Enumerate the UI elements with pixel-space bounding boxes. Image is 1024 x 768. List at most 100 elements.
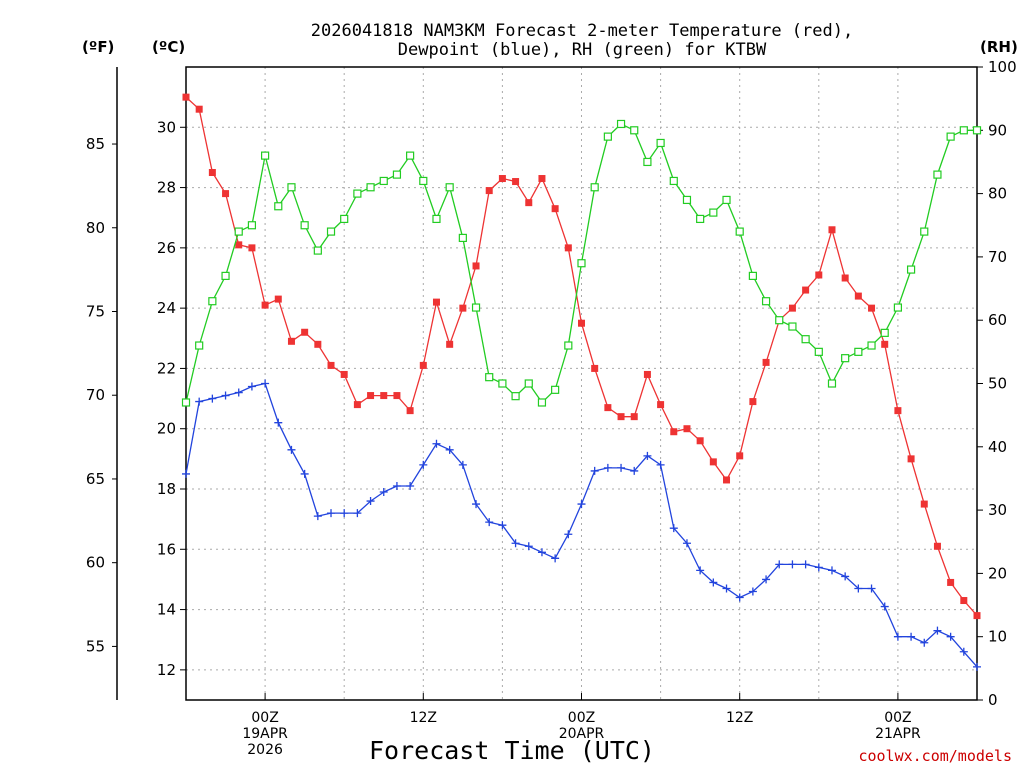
rh-point	[920, 227, 929, 236]
dewpoint-point	[880, 602, 889, 611]
dewpoint-point	[933, 626, 942, 635]
temperature-point	[182, 93, 190, 101]
rh-point	[419, 176, 428, 186]
rh-point	[775, 316, 784, 325]
dewpoint-point	[959, 647, 968, 656]
rh-point	[564, 341, 573, 350]
temperature-point	[788, 304, 796, 312]
dewpoint-point	[208, 394, 217, 403]
temperature-point	[815, 271, 823, 279]
temperature-point	[248, 244, 256, 252]
celsius-tick-label: 22	[157, 359, 176, 377]
celsius-tick-label: 28	[157, 179, 176, 197]
rh-point	[274, 202, 283, 211]
celsius-tick-label: 12	[157, 661, 176, 679]
rh-point	[353, 189, 362, 198]
dewpoint-point	[274, 418, 283, 427]
temperature-point	[709, 458, 717, 466]
temperature-point	[512, 178, 520, 186]
rh-point	[471, 303, 481, 312]
dewpoint-line	[185, 382, 978, 668]
dewpoint-point	[287, 445, 296, 454]
temperature-point	[208, 169, 216, 176]
dewpoint-point	[366, 497, 375, 506]
rh-point	[906, 265, 916, 274]
dewpoint-point	[669, 524, 678, 533]
x-tick-label: 12Z	[726, 710, 753, 726]
dewpoint-point	[379, 488, 388, 497]
rh-point	[485, 373, 494, 382]
temperature-point	[578, 319, 585, 327]
x-axis-label: Forecast Time (UTC)	[369, 736, 655, 765]
temperature-point	[327, 361, 335, 369]
dewpoint-point	[696, 566, 705, 575]
celsius-tick-label: 16	[157, 540, 176, 558]
temperature-point	[195, 105, 203, 113]
dewpoint-point	[313, 512, 322, 521]
dewpoint-point	[551, 554, 560, 563]
dewpoint-point	[221, 391, 230, 400]
dewpoint-point	[537, 548, 546, 557]
dewpoint-point	[300, 469, 309, 478]
dewpoint-point	[432, 439, 441, 448]
temperature-point	[485, 187, 493, 195]
dewpoint-point	[261, 379, 270, 388]
fahrenheit-tick-label: 85	[86, 135, 105, 153]
dewpoint-point	[643, 451, 652, 460]
fahrenheit-tick-label: 55	[86, 637, 105, 655]
temperature-point	[446, 340, 454, 348]
temperature-point	[406, 407, 414, 415]
dewpoint-point	[854, 584, 863, 593]
credit-text: coolwx.com/models	[858, 747, 1012, 765]
rh-point	[247, 221, 257, 230]
fahrenheit-tick-label: 65	[86, 470, 105, 488]
rh-point	[498, 379, 507, 388]
dewpoint-point	[775, 560, 784, 569]
celsius-tick-label: 26	[157, 239, 176, 257]
temperature-point	[749, 398, 757, 406]
rh-point	[854, 347, 863, 356]
x-tick-label: 21APR	[875, 726, 921, 742]
chart-title-line1: 2026041818 NAM3KM Forecast 2-meter Tempe…	[311, 21, 853, 41]
rh-point	[643, 157, 652, 167]
celsius-tick-label: 24	[157, 299, 176, 317]
temperature-point	[367, 392, 375, 400]
dewpoint-point	[973, 662, 981, 671]
temperature-point	[274, 295, 282, 303]
temperature-point	[657, 401, 665, 409]
temperature-point	[222, 190, 230, 198]
dewpoint-point	[920, 638, 929, 647]
dewpoint-point	[814, 563, 823, 572]
temperature-point	[736, 452, 744, 460]
rh-tick-label: 100	[988, 58, 1017, 76]
temperature-point	[841, 274, 849, 282]
rh-point	[761, 297, 771, 306]
dewpoint-point	[656, 460, 665, 469]
temperature-point	[723, 476, 731, 484]
x-tick-label: 00Z	[251, 710, 278, 726]
temperature-point	[933, 542, 941, 550]
dewpoint-point	[762, 575, 771, 584]
temperature-point	[564, 244, 572, 252]
dewpoint-point	[392, 481, 401, 490]
temperature-point	[498, 175, 506, 183]
temperature-point	[419, 361, 427, 369]
temperature-point	[314, 340, 322, 348]
dewpoint-point	[458, 460, 467, 469]
temperature-point	[868, 304, 876, 312]
dewpoint-point	[682, 539, 691, 548]
rh-point	[933, 170, 942, 179]
fahrenheit-tick-label: 70	[86, 386, 105, 404]
temperature-point	[802, 286, 810, 294]
rh-point	[590, 183, 599, 192]
rh-tick-label: 80	[988, 185, 1007, 203]
dewpoint-point	[472, 500, 481, 509]
dewpoint-point	[485, 518, 494, 527]
x-tick-label: 20APR	[559, 726, 605, 742]
dewpoint-point	[234, 388, 243, 397]
rh-point	[524, 379, 533, 388]
rh-tick-label: 60	[988, 311, 1007, 329]
rh-point	[616, 119, 626, 129]
dewpoint-point	[709, 578, 718, 587]
temperature-point	[907, 455, 915, 463]
